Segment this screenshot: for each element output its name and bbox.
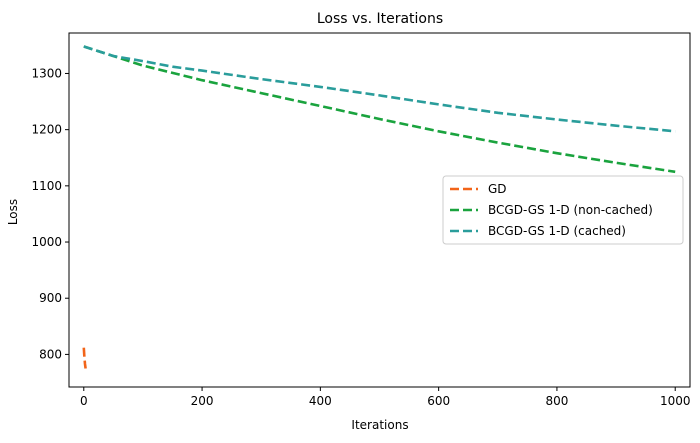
series-line-2 (83, 45, 676, 174)
legend-label-3: BCGD-GS 1-D (cached) (488, 224, 626, 238)
x-tick-label: 1000 (660, 394, 691, 408)
y-tick-label: 900 (39, 291, 62, 305)
x-axis: 0 200 400 600 800 1000 (80, 387, 691, 408)
x-axis-title: Iterations (351, 418, 408, 432)
x-tick-label: 200 (191, 394, 214, 408)
y-tick-label: 1000 (31, 235, 62, 249)
chart-title: Loss vs. Iterations (317, 11, 443, 27)
legend-label-1: GD (488, 182, 507, 196)
y-tick-label: 1100 (31, 179, 62, 193)
x-tick-label: 600 (427, 394, 450, 408)
y-tick-label: 1300 (31, 66, 62, 80)
x-tick-label: 0 (80, 394, 88, 408)
legend-label-2: BCGD-GS 1-D (non-cached) (488, 203, 653, 217)
legend-frame (442, 175, 684, 245)
plot-frame (68, 32, 691, 388)
y-tick-label: 1200 (31, 123, 62, 137)
x-tick-label: 800 (545, 394, 568, 408)
series-line-3 (83, 45, 676, 133)
series-line-1 (82, 347, 87, 369)
y-axis: 800 900 1000 1100 1200 1300 (31, 66, 69, 361)
y-tick-label: 800 (39, 347, 62, 361)
x-tick-label: 400 (309, 394, 332, 408)
plot-area (82, 45, 676, 369)
y-axis-title: Loss (6, 199, 20, 225)
legend: GD BCGD-GS 1-D (non-cached) BCGD-GS 1-D (c… (442, 175, 684, 245)
